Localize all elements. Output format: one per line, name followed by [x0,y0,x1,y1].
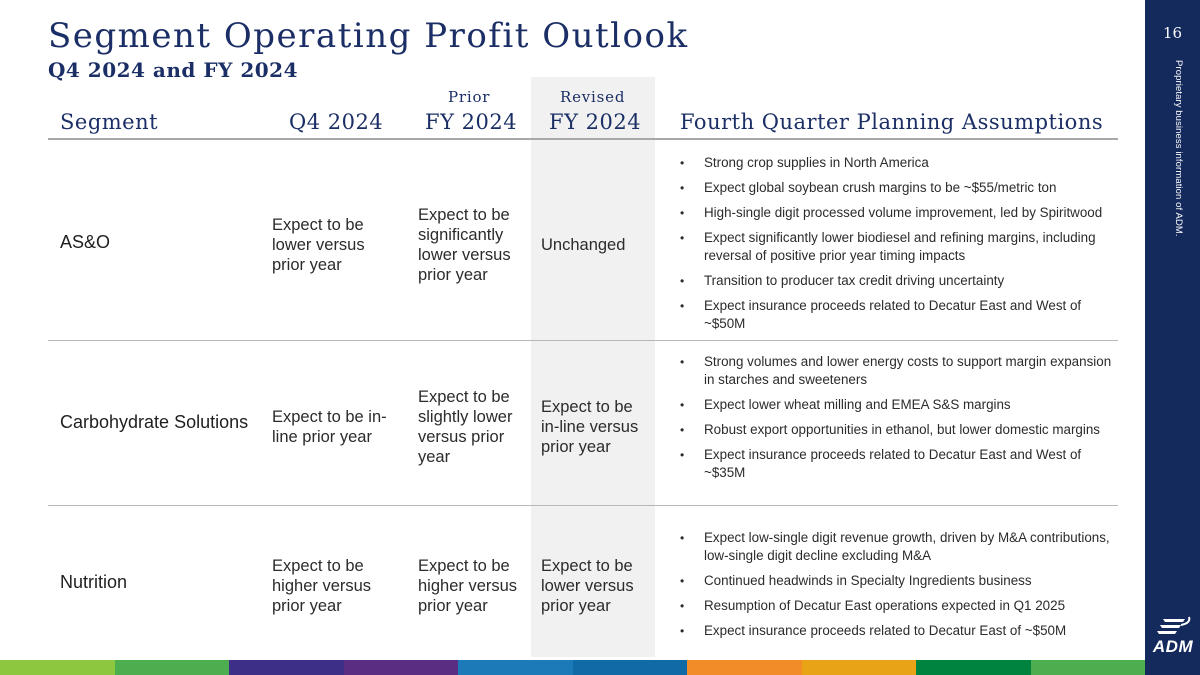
list-item: Strong crop supplies in North America [680,154,1120,172]
revised-column-background [531,77,655,657]
list-item: Expect significantly lower biodiesel and… [680,229,1120,265]
color-stripe-segment [572,660,687,675]
row-carb-segment: Carbohydrate Solutions [60,412,249,432]
header-prior-label: Prior [448,88,491,106]
color-stripe-segment [801,660,916,675]
color-stripe-segment [343,660,458,675]
header-segment: Segment [60,110,159,134]
adm-logo: ADM [1151,615,1195,665]
adm-logo-icon [1157,616,1191,634]
list-item: Robust export opportunities in ethanol, … [680,421,1120,439]
row-nutrition-prior: Expect to be higher versus prior year [418,557,518,615]
color-stripe-segment [458,660,573,675]
color-stripe-segment [1030,660,1145,675]
color-stripe-segment [229,660,344,675]
row-carb-prior: Expect to be slightly lower versus prior… [418,388,513,466]
list-item: Expect low-single digit revenue growth, … [680,529,1120,565]
row-carb-assumptions: Strong volumes and lower energy costs to… [680,353,1120,489]
color-stripe-segment [916,660,1031,675]
header-divider [48,138,1118,140]
row-asno-assumptions: Strong crop supplies in North America Ex… [680,154,1120,340]
row-asno-prior: Expect to be significantly lower versus … [418,206,511,284]
page-title: Segment Operating Profit Outlook [48,16,689,56]
color-stripe-segment [687,660,802,675]
list-item: Expect insurance proceeds related to Dec… [680,297,1120,333]
list-item: Expect global soybean crush margins to b… [680,179,1120,197]
adm-logo-text: ADM [1152,637,1194,656]
list-item: Expect insurance proceeds related to Dec… [680,446,1120,482]
row-asno-revised: Unchanged [541,236,626,254]
row-asno-segment: AS&O [60,232,111,252]
proprietary-notice: Proprietary business information of ADM. [1173,60,1184,237]
header-revised-label: Revised [560,88,626,106]
row-nutrition-segment: Nutrition [60,572,128,592]
proprietary-notice-text: Proprietary business information of ADM. [1173,60,1184,237]
row-divider [48,340,1118,341]
list-item: Strong volumes and lower energy costs to… [680,353,1120,389]
color-stripe [0,660,1145,675]
row-carb-q4: Expect to be in-line prior year [272,408,387,446]
row-nutrition-revised: Expect to be lower versus prior year [541,557,634,615]
row-divider [48,505,1118,506]
list-item: High-single digit processed volume impro… [680,204,1120,222]
list-item: Resumption of Decatur East operations ex… [680,597,1120,615]
header-prior-fy: FY 2024 [425,110,518,134]
header-revised-fy: FY 2024 [549,110,642,134]
row-nutrition-assumptions: Expect low-single digit revenue growth, … [680,529,1120,647]
row-carb-revised: Expect to be in-line versus prior year [541,398,639,456]
list-item: Expect lower wheat milling and EMEA S&S … [680,396,1120,414]
row-nutrition-q4: Expect to be higher versus prior year [272,557,372,615]
color-stripe-segment [0,660,115,675]
page-number: 16 [1162,24,1183,42]
right-sidebar: 16 [1145,0,1200,675]
page-subtitle: Q4 2024 and FY 2024 [48,58,298,82]
list-item: Transition to producer tax credit drivin… [680,272,1120,290]
list-item: Expect insurance proceeds related to Dec… [680,622,1120,640]
list-item: Continued headwinds in Specialty Ingredi… [680,572,1120,590]
row-asno-q4: Expect to be lower versus prior year [272,216,365,274]
header-q4-2024: Q4 2024 [289,110,384,134]
color-stripe-segment [114,660,229,675]
header-assumptions: Fourth Quarter Planning Assumptions [680,110,1104,134]
